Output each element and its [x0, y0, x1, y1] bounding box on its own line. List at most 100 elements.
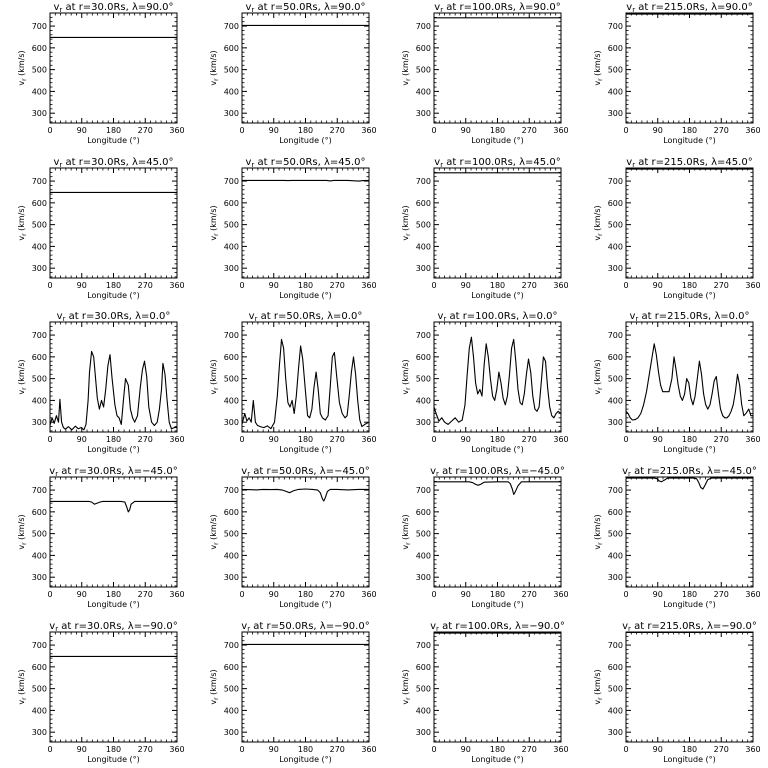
x-tick-label: 180 — [298, 281, 313, 290]
panel-title: vr at r=215.0Rs, λ=−45.0° — [622, 466, 757, 478]
series-line — [433, 336, 562, 425]
x-tick-label: 90 — [653, 435, 663, 444]
y-axis-label: vr (km/s) — [401, 50, 412, 85]
series-line — [625, 343, 753, 421]
y-tick-label: 400 — [224, 396, 239, 405]
y-tick-label: 600 — [32, 353, 47, 362]
y-axis-label: vr (km/s) — [401, 669, 412, 704]
x-axis-label: Longitude (°) — [87, 600, 140, 609]
panel-title: vr at r=50.0Rs, λ=−90.0° — [241, 621, 369, 633]
x-tick-label: 0 — [239, 126, 244, 135]
panel-title: vr at r=100.0Rs, λ=90.0° — [434, 2, 560, 14]
panel-10: vr at r=50.0Rs, λ=0.0° 0 90 180 270 360 300 400… — [209, 311, 377, 454]
x-tick-label: 270 — [522, 745, 537, 754]
y-tick-label: 300 — [416, 573, 431, 582]
y-tick-label: 600 — [608, 663, 623, 672]
x-tick-label: 360 — [745, 590, 760, 599]
x-tick-label: 180 — [490, 126, 505, 135]
panel-18: vr at r=50.0Rs, λ=−90.0° 0 90 180 270 360 300 4… — [209, 621, 377, 764]
series-line — [434, 481, 561, 495]
axes-frame — [625, 321, 754, 433]
y-tick-label: 400 — [608, 396, 623, 405]
y-tick-label: 500 — [416, 221, 431, 230]
x-axis-label: Longitude (°) — [663, 445, 716, 454]
axes-frame — [433, 12, 562, 124]
x-tick-label: 270 — [714, 126, 729, 135]
y-tick-label: 600 — [416, 44, 431, 53]
x-tick-label: 180 — [682, 126, 697, 135]
y-axis-label: vr (km/s) — [593, 359, 604, 394]
x-tick-label: 270 — [714, 435, 729, 444]
series-line — [241, 338, 370, 430]
panel-title: vr at r=100.0Rs, λ=−45.0° — [430, 466, 565, 478]
y-tick-label: 600 — [608, 199, 623, 208]
x-tick-label: 180 — [298, 435, 313, 444]
x-tick-label: 180 — [106, 126, 121, 135]
y-tick-label: 700 — [608, 22, 623, 31]
x-tick-label: 0 — [47, 435, 52, 444]
y-tick-label: 500 — [224, 685, 239, 694]
y-tick-label: 300 — [608, 728, 623, 737]
x-tick-label: 180 — [298, 126, 313, 135]
axes-frame — [625, 631, 754, 743]
y-tick-label: 600 — [416, 663, 431, 672]
x-axis-label: Longitude (°) — [87, 755, 140, 764]
y-axis-label: vr (km/s) — [209, 669, 220, 704]
y-axis-label: vr (km/s) — [17, 514, 28, 549]
x-axis-label: Longitude (°) — [87, 291, 140, 300]
x-tick-label: 0 — [47, 590, 52, 599]
x-tick-label: 0 — [431, 435, 436, 444]
y-tick-label: 500 — [32, 530, 47, 539]
y-tick-label: 300 — [32, 573, 47, 582]
x-tick-label: 360 — [745, 435, 760, 444]
y-tick-label: 400 — [32, 87, 47, 96]
x-tick-label: 180 — [490, 281, 505, 290]
y-tick-label: 700 — [32, 641, 47, 650]
y-tick-label: 700 — [416, 177, 431, 186]
x-tick-label: 180 — [682, 590, 697, 599]
panel-4: vr at r=215.0Rs, λ=90.0° 0 90 180 270 360 300 4… — [593, 2, 761, 145]
y-tick-label: 400 — [224, 242, 239, 251]
x-tick-label: 360 — [361, 435, 376, 444]
x-tick-label: 360 — [553, 745, 568, 754]
y-tick-label: 400 — [416, 551, 431, 560]
x-tick-label: 360 — [361, 745, 376, 754]
y-tick-label: 300 — [416, 728, 431, 737]
panel-16: vr at r=215.0Rs, λ=−45.0° 0 90 180 270 360 300… — [593, 466, 761, 609]
y-tick-label: 700 — [608, 331, 623, 340]
series-line — [242, 179, 370, 182]
y-tick-label: 600 — [608, 353, 623, 362]
y-tick-label: 400 — [608, 706, 623, 715]
y-tick-label: 500 — [32, 375, 47, 384]
panel-title: vr at r=215.0Rs, λ=90.0° — [626, 2, 752, 14]
x-tick-label: 360 — [553, 435, 568, 444]
y-tick-label: 600 — [416, 199, 431, 208]
y-tick-label: 400 — [416, 87, 431, 96]
x-tick-label: 360 — [361, 126, 376, 135]
x-tick-label: 0 — [47, 745, 52, 754]
y-tick-label: 300 — [416, 418, 431, 427]
x-tick-label: 270 — [714, 590, 729, 599]
panel-6: vr at r=50.0Rs, λ=45.0° 0 90 180 270 360 300 40… — [209, 157, 377, 300]
x-tick-label: 270 — [522, 590, 537, 599]
panel-title: vr at r=100.0Rs, λ=45.0° — [434, 157, 560, 169]
y-tick-label: 700 — [416, 641, 431, 650]
x-tick-label: 360 — [169, 126, 184, 135]
series-line — [50, 500, 177, 513]
y-tick-label: 300 — [224, 264, 239, 273]
x-tick-label: 360 — [745, 126, 760, 135]
y-tick-label: 300 — [32, 418, 47, 427]
y-axis-label: vr (km/s) — [17, 50, 28, 85]
y-tick-label: 300 — [416, 264, 431, 273]
y-tick-label: 300 — [224, 418, 239, 427]
y-tick-label: 300 — [32, 109, 47, 118]
x-axis-label: Longitude (°) — [663, 755, 716, 764]
y-tick-label: 300 — [32, 264, 47, 273]
axes-frame — [433, 476, 562, 588]
x-axis-label: Longitude (°) — [279, 755, 332, 764]
x-tick-label: 90 — [269, 126, 279, 135]
x-tick-label: 360 — [361, 590, 376, 599]
y-axis-label: vr (km/s) — [593, 514, 604, 549]
axes-frame — [625, 12, 754, 124]
x-tick-label: 0 — [623, 590, 628, 599]
